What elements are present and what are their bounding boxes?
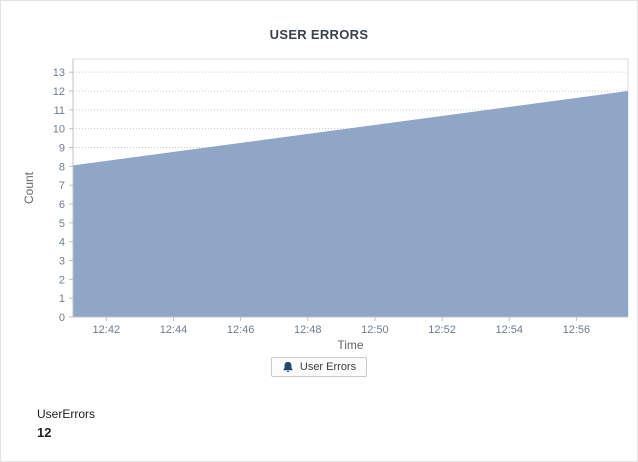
bell-icon	[282, 361, 294, 373]
legend-label: User Errors	[299, 361, 357, 373]
y-tick-label: 9	[59, 143, 65, 155]
y-tick-label: 13	[53, 67, 65, 79]
y-tick-label: 1	[59, 293, 65, 305]
y-tick-label: 8	[59, 161, 65, 173]
x-tick-label: 12:52	[428, 324, 456, 336]
legend-item-user-errors[interactable]: User Errors	[270, 357, 368, 377]
chart-title: USER ERRORS	[269, 27, 369, 42]
y-tick-label: 11	[54, 105, 65, 117]
current-value: 12	[37, 425, 52, 440]
legend: User Errors	[1, 357, 637, 377]
y-tick-label: 0	[59, 312, 65, 324]
x-tick-label: 12:42	[93, 324, 121, 336]
area-chart: 0 1 2 3 4 5 6 7 8 9 10 11 12 13 12:42 12:44 12:46 12:48 12…	[1, 47, 637, 359]
x-tick-label: 12:48	[294, 324, 322, 336]
y-tick-label: 3	[59, 256, 65, 268]
y-tick-label: 5	[59, 218, 65, 230]
x-tick-label: 12:56	[563, 324, 591, 336]
x-tick-label: 12:44	[160, 324, 188, 336]
area-series-user-errors	[73, 91, 628, 317]
y-axis-title: Count	[22, 171, 36, 204]
x-tick-label: 12:50	[361, 324, 389, 336]
y-tick-label: 6	[59, 199, 65, 211]
current-value-label: UserErrors	[37, 407, 96, 421]
y-tick-label: 2	[59, 274, 65, 286]
y-tick-label: 7	[59, 180, 65, 192]
y-tick-label: 4	[59, 237, 65, 249]
x-axis-title: Time	[337, 338, 364, 352]
y-tick-label: 10	[53, 124, 65, 136]
y-tick-label: 12	[53, 86, 65, 98]
x-tick-label: 12:46	[227, 324, 255, 336]
current-value-block: UserErrors 12	[37, 407, 95, 440]
x-tick-label: 12:54	[495, 324, 523, 336]
